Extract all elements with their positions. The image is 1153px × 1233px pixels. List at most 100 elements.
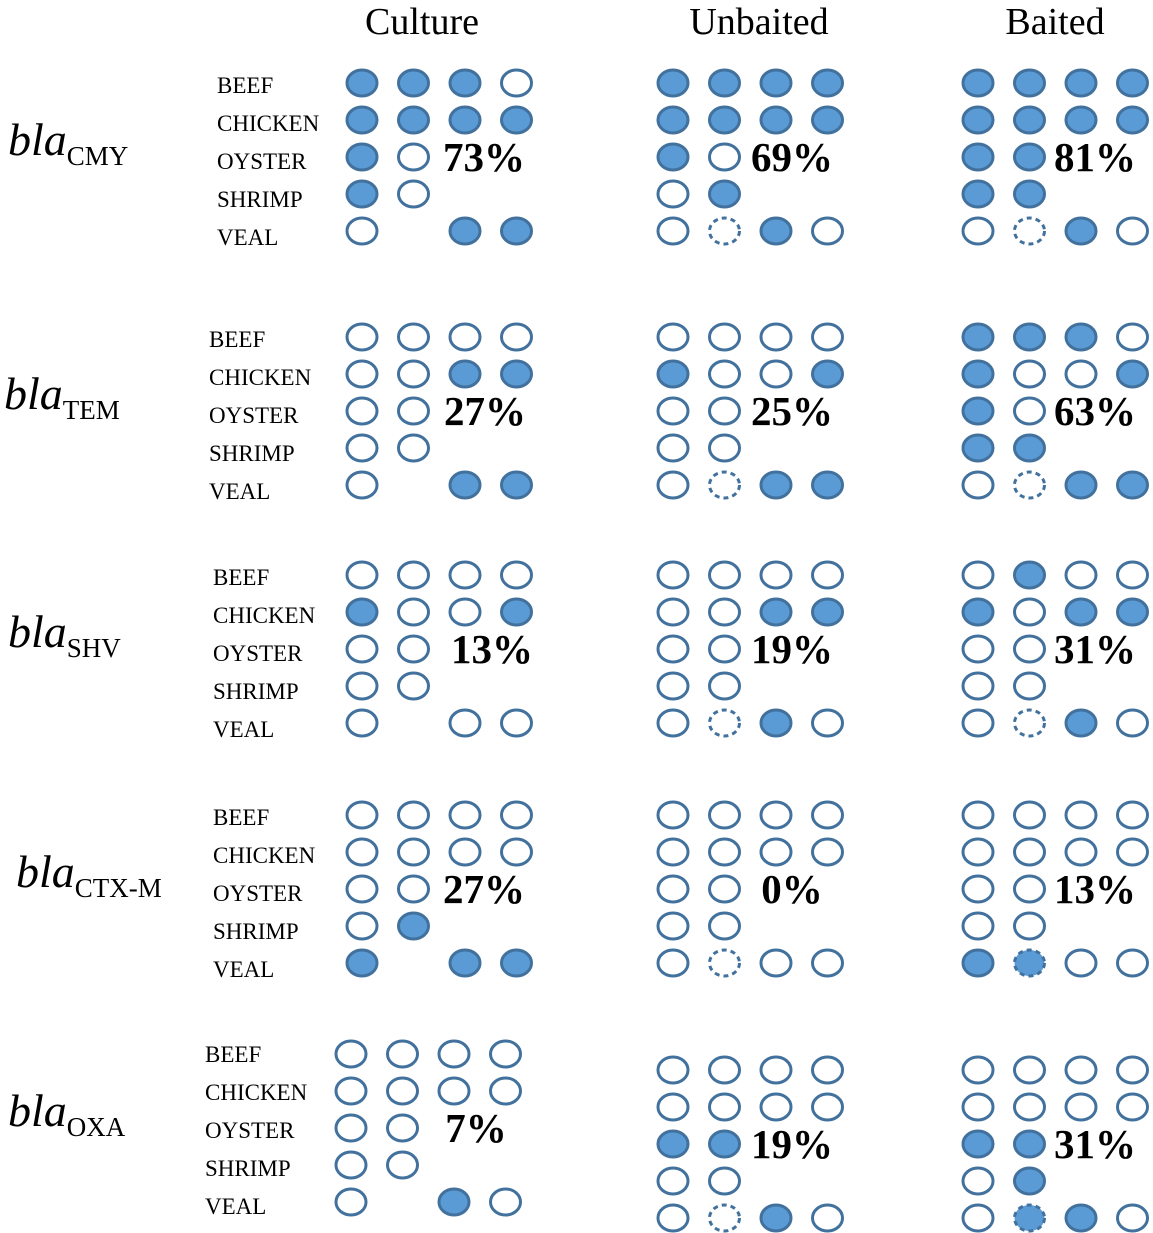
negative-dot: [448, 837, 482, 867]
negative-dot: [1064, 359, 1098, 389]
positive-dot: [500, 470, 533, 500]
positive-dot: [708, 105, 741, 135]
negative-dot: [656, 433, 690, 463]
negative-dot: [386, 1039, 419, 1069]
negative-dot: [1064, 800, 1098, 830]
negative-dot: [345, 837, 379, 867]
sample-label-veal: VEAL: [217, 225, 278, 250]
positive-dot: [448, 216, 482, 246]
negative-dot: [397, 597, 430, 627]
negative-dot: [345, 874, 379, 904]
negative-dot: [811, 560, 844, 590]
negative-dot: [961, 1092, 995, 1122]
gene-label-tem: blaTEM: [4, 368, 120, 425]
sample-label-veal: VEAL: [213, 957, 274, 982]
negative-dot: [448, 560, 482, 590]
panel-cmy-unbaited: 69%: [656, 68, 844, 246]
positive-dot: [961, 948, 995, 978]
positive-dot: [397, 68, 430, 98]
positive-dot: [448, 105, 482, 135]
negative-dot: [489, 1187, 522, 1217]
negative-dot: [1116, 837, 1149, 867]
positive-dot: [1064, 597, 1098, 627]
sample-label-chicken: CHICKEN: [205, 1080, 308, 1105]
negative-dot: [334, 1076, 368, 1106]
dashed-sample-dot: [1013, 708, 1046, 738]
positive-dot: [656, 142, 690, 172]
sample-label-oyster: OYSTER: [217, 149, 307, 174]
negative-dot: [345, 322, 379, 352]
negative-dot: [961, 911, 995, 941]
negative-dot: [656, 470, 690, 500]
dashed-sample-dot: [708, 1203, 741, 1233]
positive-dot: [708, 68, 741, 98]
positive-dot: [397, 911, 430, 941]
negative-dot: [386, 1113, 419, 1143]
positive-dot: [345, 597, 379, 627]
positive-dot: [500, 597, 533, 627]
negative-dot: [656, 216, 690, 246]
negative-dot: [708, 322, 741, 352]
positive-dot: [656, 1129, 690, 1159]
negative-dot: [437, 1039, 471, 1069]
positive-dot: [708, 179, 741, 209]
negative-dot: [345, 800, 379, 830]
positive-dot: [656, 105, 690, 135]
negative-dot: [334, 1039, 368, 1069]
sample-label-beef: BEEF: [209, 327, 265, 352]
sample-label-chicken: CHICKEN: [213, 843, 316, 868]
negative-dot: [1116, 560, 1149, 590]
negative-dot: [961, 1055, 995, 1085]
negative-dot: [1013, 1092, 1046, 1122]
positive-dot: [811, 105, 844, 135]
positive-dot: [961, 433, 995, 463]
positive-dot: [1116, 597, 1149, 627]
dashed-sample-dot: [708, 216, 741, 246]
positive-dot: [448, 470, 482, 500]
negative-dot: [961, 800, 995, 830]
positive-dot: [1064, 322, 1098, 352]
negative-dot: [708, 671, 741, 701]
negative-dot: [708, 433, 741, 463]
percent-label: 25%: [751, 388, 833, 434]
negative-dot: [1013, 671, 1046, 701]
negative-dot: [961, 560, 995, 590]
positive-dot: [759, 216, 793, 246]
positive-dot: [961, 322, 995, 352]
negative-dot: [334, 1150, 368, 1180]
negative-dot: [656, 1166, 690, 1196]
negative-dot: [811, 216, 844, 246]
positive-dot: [500, 105, 533, 135]
negative-dot: [489, 1076, 522, 1106]
negative-dot: [656, 1092, 690, 1122]
negative-dot: [759, 1092, 793, 1122]
negative-dot: [811, 708, 844, 738]
negative-dot: [811, 800, 844, 830]
negative-dot: [708, 359, 741, 389]
sample-label-oyster: OYSTER: [205, 1118, 295, 1143]
negative-dot: [334, 1187, 368, 1217]
positive-dot: [1064, 216, 1098, 246]
percent-label: 69%: [751, 134, 833, 180]
dashed-sample-dot: [708, 470, 741, 500]
positive-dot: [1013, 142, 1046, 172]
negative-dot: [448, 800, 482, 830]
negative-dot: [708, 800, 741, 830]
column-header-baited: Baited: [1005, 1, 1104, 43]
negative-dot: [1064, 560, 1098, 590]
positive-dot: [1064, 105, 1098, 135]
negative-dot: [386, 1076, 419, 1106]
positive-dot: [1013, 105, 1046, 135]
positive-dot: [448, 68, 482, 98]
positive-dot: [961, 359, 995, 389]
negative-dot: [961, 216, 995, 246]
percent-label: 63%: [1054, 388, 1136, 434]
negative-dot: [345, 671, 379, 701]
negative-dot: [345, 396, 379, 426]
negative-dot: [1013, 800, 1046, 830]
positive-dot: [345, 105, 379, 135]
dashed-sample-dot: [708, 948, 741, 978]
panel-ctx-m-culture: 27%: [345, 800, 533, 978]
negative-dot: [345, 433, 379, 463]
